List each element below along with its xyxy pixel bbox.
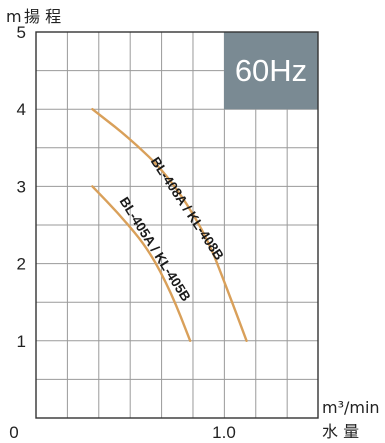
frequency-badge: 60Hz — [224, 32, 318, 110]
y-tick-label: 2 — [17, 255, 26, 274]
curve-line-2 — [91, 185, 192, 342]
plot-border — [35, 31, 319, 419]
y-tick-label: 4 — [17, 100, 26, 119]
y-axis-unit: m — [6, 7, 22, 26]
y-tick-label: 3 — [17, 177, 26, 196]
frequency-badge-background — [224, 32, 318, 110]
y-axis-title: 揚 程 — [24, 7, 61, 26]
x-tick-label: 0 — [9, 423, 18, 442]
frequency-badge-text: 60Hz — [235, 53, 307, 88]
x-tick-label: 1.0 — [212, 423, 236, 442]
x-tick-labels: 0 1.0 — [9, 423, 236, 442]
y-tick-label: 1 — [17, 332, 26, 351]
x-axis-unit: m³/min — [322, 398, 380, 417]
curve-line-1 — [91, 108, 248, 342]
y-tick-labels: 1 2 3 4 5 — [17, 23, 26, 351]
y-tick-label: 5 — [17, 23, 26, 42]
x-axis-title: 水 量 — [322, 422, 359, 441]
plot-frame — [35, 31, 319, 419]
